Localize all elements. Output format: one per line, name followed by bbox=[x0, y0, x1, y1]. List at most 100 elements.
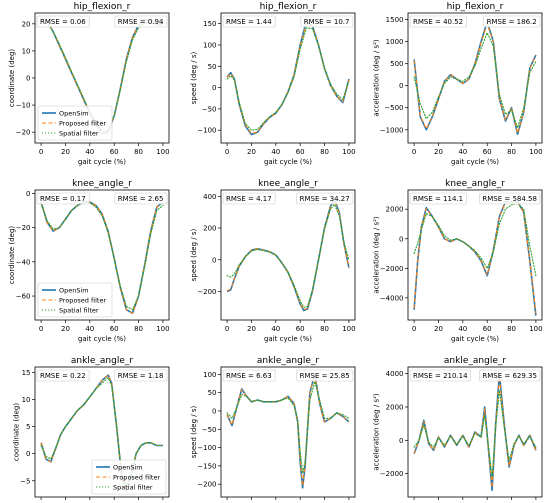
y-tick-label: 0 bbox=[399, 82, 403, 90]
legend-label: Spatial filter bbox=[59, 130, 99, 138]
y-tick-label: −200 bbox=[197, 288, 216, 296]
rmse-label: RMSE = 34.27 bbox=[300, 195, 350, 203]
x-tick-label: 0 bbox=[225, 325, 229, 333]
rmse-label: RMSE = 0.17 bbox=[40, 195, 86, 203]
rmse-box bbox=[409, 15, 467, 28]
axes-frame bbox=[220, 189, 356, 321]
y-tick-label: −2000 bbox=[380, 470, 404, 478]
rmse-box bbox=[222, 15, 276, 28]
y-tick-label: 2000 bbox=[386, 206, 404, 214]
x-tick-label: 60 bbox=[110, 148, 119, 156]
y-tick-label: 10 bbox=[22, 396, 31, 404]
rmse-box bbox=[479, 192, 541, 205]
y-axis-label: speed (deg / s) bbox=[190, 405, 198, 458]
y-tick-label: −20 bbox=[16, 129, 31, 137]
y-tick-label: 20 bbox=[22, 20, 31, 28]
legend-label: Spatial filter bbox=[59, 307, 99, 315]
x-tick-label: 0 bbox=[412, 325, 416, 333]
y-tick-label: −10 bbox=[16, 102, 31, 110]
y-axis-label: speed (deg / s) bbox=[190, 228, 198, 281]
x-tick-label: 80 bbox=[507, 325, 516, 333]
legend-label: Proposed filter bbox=[59, 120, 106, 128]
subplot: hip_flexion_r 0 20 40 60 80 100 −1000 −500 0 500 10… bbox=[373, 2, 543, 166]
y-axis-label: speed (deg / s) bbox=[190, 51, 198, 104]
x-tick-label: 0 bbox=[225, 148, 229, 156]
series-group bbox=[226, 373, 350, 489]
rmse-label: RMSE = 4.17 bbox=[226, 195, 272, 203]
x-axis-label: gait cycle (%) bbox=[451, 335, 499, 343]
y-axis-label: acceleration (deg / s²) bbox=[373, 393, 381, 471]
x-axis-label: gait cycle (%) bbox=[264, 158, 312, 166]
x-axis-label: gait cycle (%) bbox=[264, 335, 312, 343]
legend-label: Spatial filter bbox=[113, 484, 153, 492]
rmse-label: RMSE = 6.63 bbox=[226, 372, 272, 380]
rmse-label: RMSE = 1.18 bbox=[118, 372, 164, 380]
y-tick-label: 1000 bbox=[386, 38, 404, 46]
series-group bbox=[413, 21, 537, 135]
rmse-label: RMSE = 114.1 bbox=[413, 195, 463, 203]
rmse-box bbox=[36, 15, 90, 28]
y-tick-label: −40 bbox=[16, 258, 31, 266]
y-tick-label: −4000 bbox=[380, 294, 404, 302]
series-group bbox=[226, 20, 350, 136]
series-group bbox=[413, 372, 537, 492]
subplot: ankle_angle_r020406080100−200−150−100−50… bbox=[190, 356, 356, 503]
x-tick-label: 20 bbox=[61, 325, 70, 333]
series-line-1 bbox=[413, 376, 537, 489]
rmse-label: RMSE = 0.22 bbox=[40, 372, 86, 380]
y-tick-label: −2000 bbox=[380, 265, 404, 273]
y-tick-label: −500 bbox=[384, 104, 403, 112]
x-tick-label: 100 bbox=[529, 148, 542, 156]
subplot-title: ankle_angle_r bbox=[444, 356, 506, 366]
x-tick-label: 100 bbox=[342, 325, 355, 333]
y-tick-label: −100 bbox=[197, 127, 216, 135]
x-tick-label: 80 bbox=[320, 148, 329, 156]
rmse-label: RMSE = 0.06 bbox=[40, 18, 86, 26]
series-line-2 bbox=[226, 27, 350, 131]
y-tick-label: −50 bbox=[202, 105, 217, 113]
legend-label: OpenSim bbox=[59, 287, 89, 295]
axes-frame bbox=[407, 12, 543, 144]
series-line-2 bbox=[40, 201, 164, 311]
subplot: knee_angle_r 0 20 40 60 80 100 −4000 −2000 0 2000 g… bbox=[373, 179, 543, 343]
rmse-box bbox=[36, 192, 90, 205]
x-axis-label: gait cycle (%) bbox=[78, 158, 126, 166]
series-group bbox=[40, 201, 164, 314]
rmse-box bbox=[296, 369, 354, 382]
x-tick-label: 40 bbox=[85, 325, 94, 333]
y-tick-label: 10 bbox=[22, 47, 31, 55]
y-tick-label: 0 bbox=[26, 190, 30, 198]
x-tick-label: 60 bbox=[483, 148, 492, 156]
x-tick-label: 40 bbox=[271, 325, 280, 333]
y-axis-label: acceleration (deg / s²) bbox=[373, 216, 381, 294]
rmse-label: RMSE = 584.58 bbox=[482, 195, 537, 203]
subplot-title: ankle_angle_r bbox=[257, 356, 319, 366]
y-tick-label: 5 bbox=[26, 423, 30, 431]
subplot: knee_angle_r 0 20 40 60 80 100 −200 0 200 400 gait … bbox=[190, 179, 356, 343]
y-tick-label: 100 bbox=[203, 371, 216, 379]
series-line-2 bbox=[413, 389, 537, 478]
y-tick-label: −20 bbox=[16, 224, 31, 232]
legend-label: Proposed filter bbox=[113, 474, 160, 482]
x-tick-label: 40 bbox=[85, 148, 94, 156]
x-tick-label: 0 bbox=[39, 325, 43, 333]
x-tick-label: 100 bbox=[156, 148, 169, 156]
series-line-1 bbox=[226, 374, 350, 487]
y-axis-label: coordinate (deg) bbox=[12, 403, 20, 461]
y-tick-label: 400 bbox=[203, 193, 216, 201]
rmse-label: RMSE = 40.52 bbox=[413, 18, 463, 26]
rmse-box bbox=[114, 192, 168, 205]
y-tick-label: 0 bbox=[212, 84, 216, 92]
rmse-box bbox=[222, 369, 276, 382]
x-axis-label: gait cycle (%) bbox=[78, 335, 126, 343]
y-tick-label: 500 bbox=[390, 60, 403, 68]
x-tick-label: 0 bbox=[412, 148, 416, 156]
x-tick-label: 40 bbox=[458, 325, 467, 333]
x-tick-label: 100 bbox=[529, 325, 542, 333]
rmse-label: RMSE = 186.2 bbox=[487, 18, 537, 26]
legend-box bbox=[37, 282, 113, 318]
y-tick-label: 0 bbox=[399, 235, 403, 243]
series-line-2 bbox=[226, 381, 350, 474]
subplot: hip_flexion_r 0 20 40 60 80 100 −100 −50 0 50 100 15… bbox=[190, 2, 356, 166]
legend-label: OpenSim bbox=[59, 110, 89, 118]
